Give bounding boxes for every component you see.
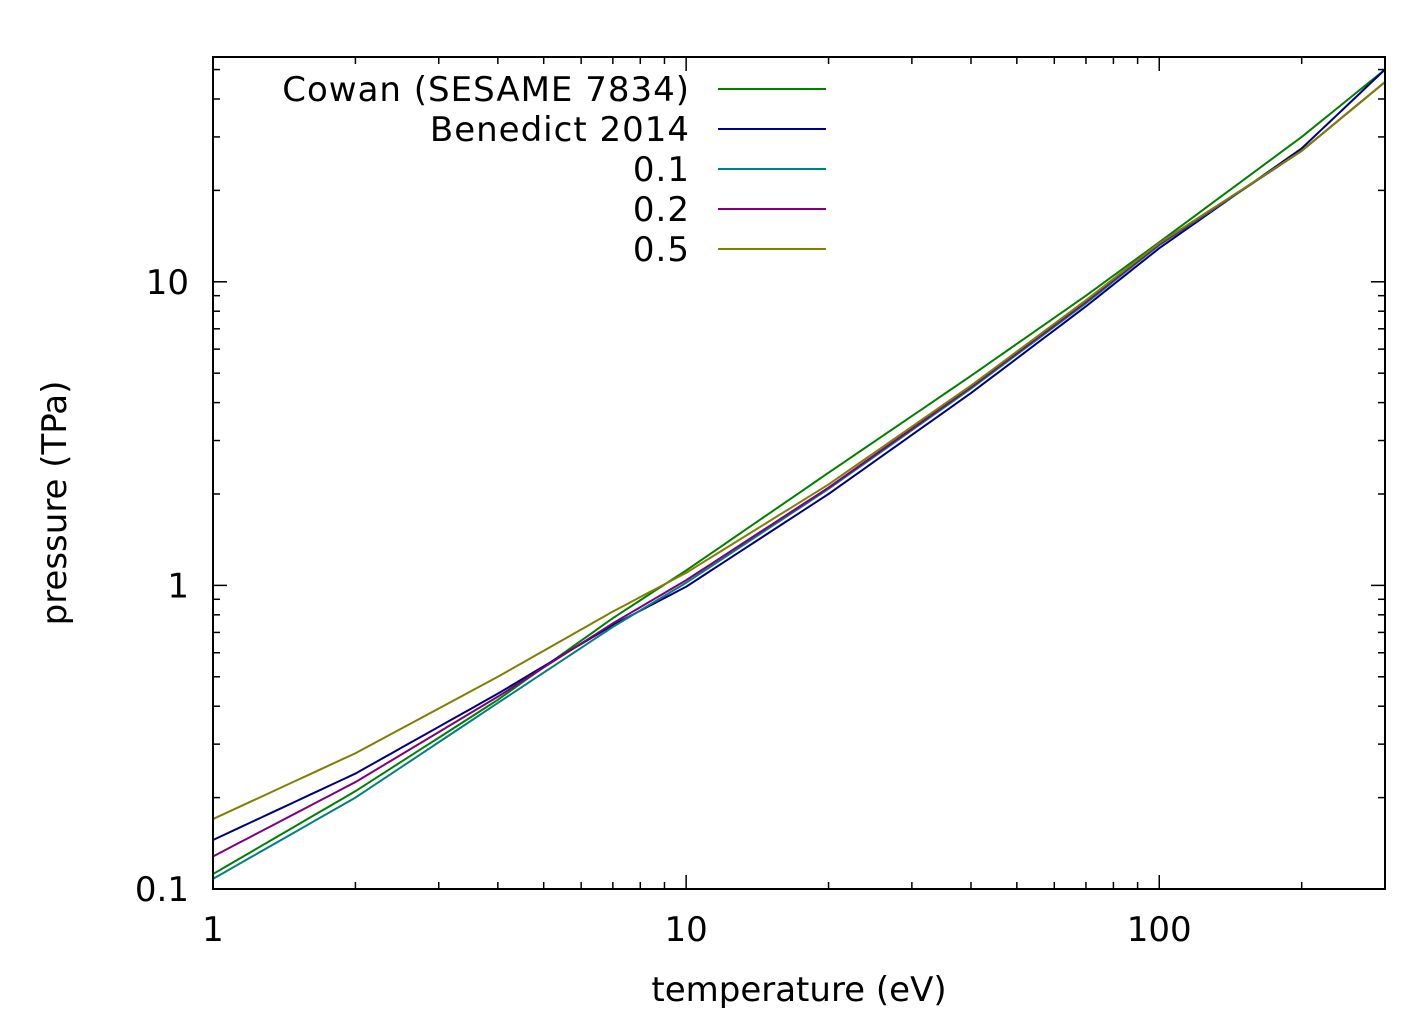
- y-tick-label: 10: [146, 263, 189, 303]
- y-axis-label: pressure (TPa): [35, 381, 75, 626]
- legend: Cowan (SESAME 7834)Benedict 20140.10.20.…: [282, 70, 826, 270]
- legend-label: 0.2: [633, 190, 690, 230]
- series-lines: [212, 68, 1386, 880]
- axis-ticks: [212, 57, 1386, 890]
- legend-label: 0.1: [633, 150, 690, 190]
- series-line: [212, 68, 1386, 875]
- series-line: [212, 81, 1386, 858]
- x-tick-label: 10: [664, 910, 707, 950]
- x-axis-label: temperature (eV): [651, 970, 946, 1010]
- series-line: [212, 81, 1386, 820]
- y-tick-label: 1: [167, 566, 189, 606]
- series-line: [212, 81, 1386, 880]
- tick-labels: 1 10 100 0.1 1 10: [135, 263, 1192, 950]
- legend-label: 0.5: [633, 230, 690, 270]
- y-tick-label: 0.1: [135, 870, 189, 910]
- x-tick-label: 100: [1127, 910, 1192, 950]
- series-line: [212, 68, 1386, 841]
- plot-frame: [212, 56, 1386, 890]
- legend-label: Cowan (SESAME 7834): [282, 70, 690, 110]
- x-tick-label: 1: [202, 910, 224, 950]
- legend-label: Benedict 2014: [430, 110, 690, 150]
